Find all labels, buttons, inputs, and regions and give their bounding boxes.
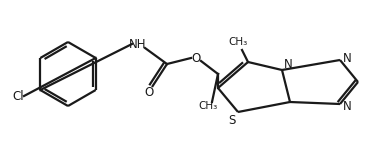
Text: CH₃: CH₃ xyxy=(198,101,218,111)
Text: NH: NH xyxy=(129,37,147,50)
Text: O: O xyxy=(144,86,154,99)
Text: O: O xyxy=(191,52,201,65)
Text: N: N xyxy=(343,52,352,65)
Text: N: N xyxy=(284,58,293,70)
Text: S: S xyxy=(228,114,236,127)
Text: N: N xyxy=(343,99,352,112)
Text: Cl: Cl xyxy=(12,90,24,103)
Text: CH₃: CH₃ xyxy=(228,37,248,47)
